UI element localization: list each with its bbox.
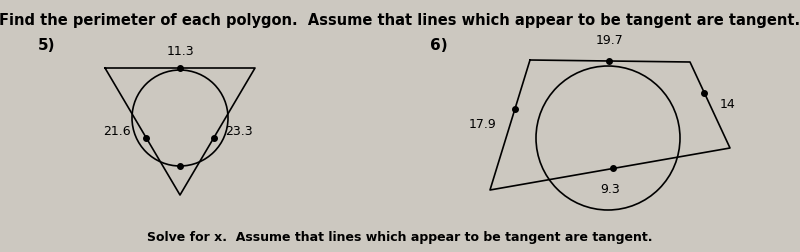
Text: 21.6: 21.6: [103, 125, 130, 138]
Text: 23.3: 23.3: [226, 125, 253, 138]
Text: 9.3: 9.3: [600, 183, 620, 196]
Text: Find the perimeter of each polygon.  Assume that lines which appear to be tangen: Find the perimeter of each polygon. Assu…: [0, 13, 800, 28]
Text: 5): 5): [38, 38, 55, 53]
Text: 6): 6): [430, 38, 448, 53]
Text: 17.9: 17.9: [468, 118, 496, 132]
Text: 19.7: 19.7: [596, 34, 624, 47]
Text: Solve for x.  Assume that lines which appear to be tangent are tangent.: Solve for x. Assume that lines which app…: [147, 231, 653, 244]
Text: 14: 14: [720, 99, 736, 111]
Text: 11.3: 11.3: [166, 45, 194, 58]
